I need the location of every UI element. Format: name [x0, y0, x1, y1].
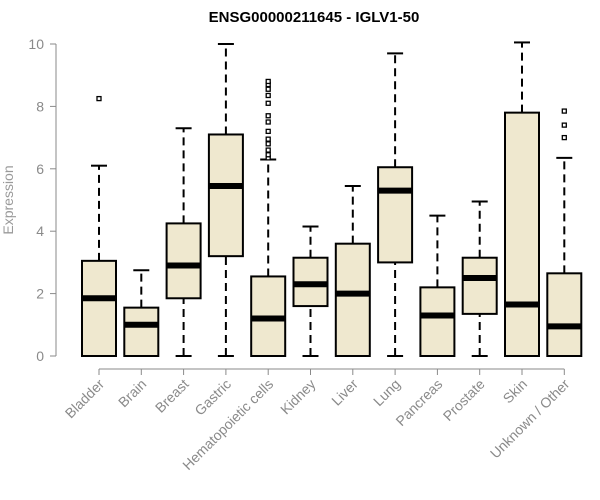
- box-8: [377, 52, 414, 357]
- outlier-point: [265, 147, 271, 153]
- y-axis: 0 2 4 6 8 10: [28, 36, 57, 364]
- box-rect: [81, 259, 117, 357]
- x-tick-label: Liver: [328, 376, 361, 409]
- boxes-group: [81, 41, 583, 358]
- box-rect: [123, 306, 160, 358]
- x-tick-label: Pancreas: [392, 376, 445, 429]
- y-tick-label: 8: [36, 98, 44, 114]
- y-tick-label: 2: [36, 286, 44, 302]
- y-axis-label: Expression: [0, 165, 16, 234]
- y-tick-label: 4: [36, 223, 44, 239]
- chart-title: ENSG00000211645 - IGLV1-50: [209, 9, 420, 26]
- box-11: [504, 41, 540, 357]
- box-rect: [334, 242, 371, 357]
- outlier-point: [561, 134, 567, 141]
- y-tick-label: 10: [28, 36, 44, 52]
- box-rect: [461, 256, 498, 315]
- outlier-point: [265, 92, 271, 99]
- outlier-point: [265, 86, 271, 92]
- box-9: [419, 214, 456, 357]
- outlier-point: [265, 152, 271, 158]
- outlier-point: [265, 119, 271, 125]
- box-12: [546, 108, 583, 358]
- y-tick-label: 0: [36, 348, 44, 364]
- outlier-point: [561, 108, 567, 114]
- box-rect: [207, 133, 244, 258]
- y-tick-label: 6: [36, 161, 44, 177]
- box-1: [81, 95, 117, 357]
- box-rect: [546, 272, 583, 358]
- outlier-point: [265, 78, 271, 85]
- outlier-point: [265, 113, 271, 119]
- box-rect: [419, 286, 456, 357]
- box-10: [461, 200, 498, 357]
- box-6: [292, 225, 329, 357]
- x-tick-label: Skin: [500, 376, 531, 407]
- x-tick-label: Lung: [370, 376, 403, 409]
- box-2: [123, 269, 160, 358]
- x-tick-label: Breast: [152, 376, 192, 416]
- box-7: [334, 184, 371, 357]
- x-tick-label: Prostate: [440, 376, 488, 424]
- outlier-point: [265, 100, 271, 106]
- outlier-point: [96, 95, 102, 102]
- outlier-point: [265, 141, 271, 147]
- box-rect: [504, 111, 540, 357]
- outlier-point: [265, 128, 271, 135]
- x-tick-label: Bladder: [62, 376, 108, 422]
- box-rect: [377, 166, 414, 264]
- x-tick-label: Brain: [115, 376, 149, 410]
- outlier-point: [265, 136, 271, 142]
- x-tick-label: Kidney: [277, 376, 319, 418]
- outlier-point: [561, 122, 567, 128]
- box-rect: [165, 222, 202, 300]
- x-tick-label: Unknown / Other: [487, 376, 573, 462]
- box-4: [207, 43, 244, 357]
- box-3: [165, 127, 202, 357]
- box-5: [250, 78, 287, 357]
